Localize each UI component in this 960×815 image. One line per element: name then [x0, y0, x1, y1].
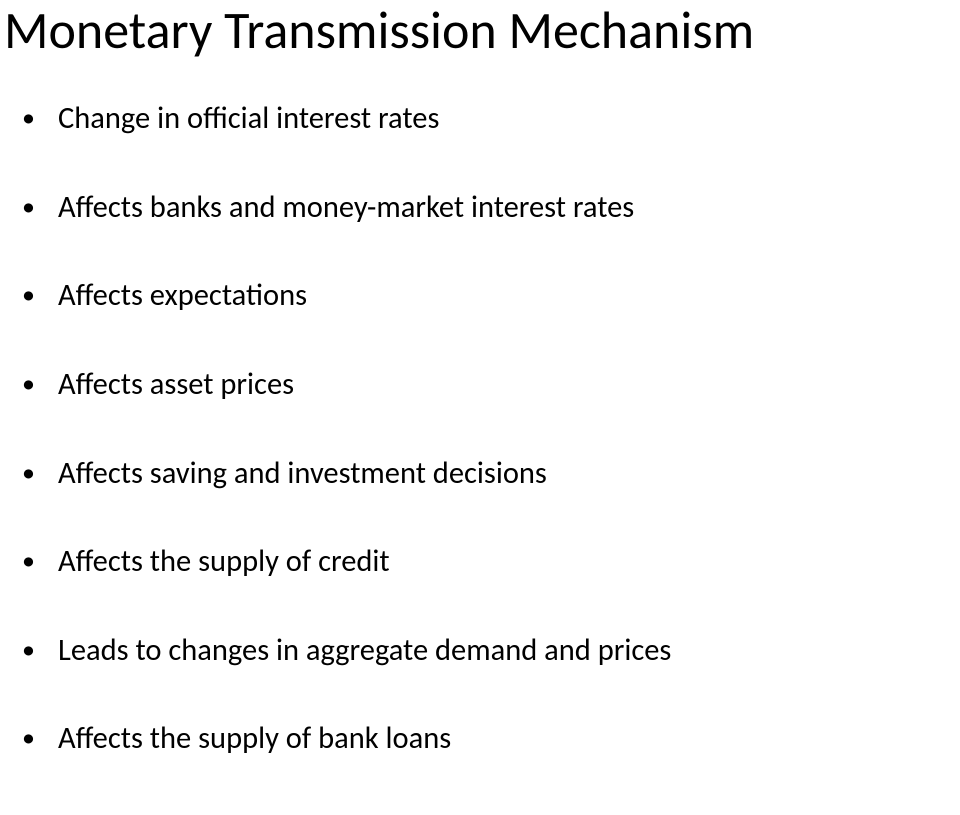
bullet-item: Change in official interest rates: [22, 101, 960, 138]
bullet-list: Change in official interest rates Affect…: [22, 101, 960, 758]
bullet-item: Affects saving and investment decisions: [22, 456, 960, 493]
bullet-item: Leads to changes in aggregate demand and…: [22, 633, 960, 670]
bullet-item: Affects the supply of bank loans: [22, 721, 960, 758]
slide-title: Monetary Transmission Mechanism: [4, 2, 960, 59]
slide: Monetary Transmission Mechanism Change i…: [0, 0, 960, 815]
bullet-item: Affects expectations: [22, 278, 960, 315]
bullet-item: Affects the supply of credit: [22, 544, 960, 581]
bullet-item: Affects asset prices: [22, 367, 960, 404]
bullet-item: Affects banks and money-market interest …: [22, 190, 960, 227]
